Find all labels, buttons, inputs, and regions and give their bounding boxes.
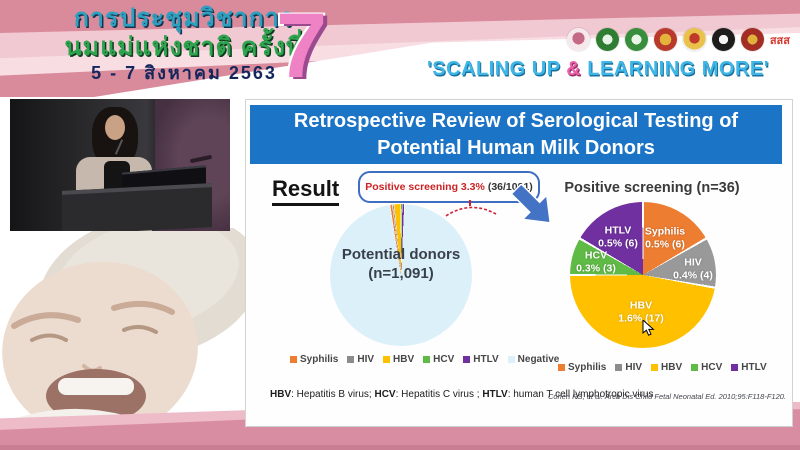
presenter-video: [10, 99, 230, 231]
edition-number: 7: [276, 0, 328, 97]
reference-citation: Cohen RS, et al. Arch Dis Child Fetal Ne…: [547, 392, 786, 401]
result-heading: Result: [272, 176, 340, 206]
legend-item-htlv: HTLV: [731, 362, 767, 373]
legend-item-negative: Negative: [507, 354, 559, 365]
university-crest-logo: [653, 28, 677, 51]
royal-emblem-logo: [740, 28, 764, 51]
slide-title: Retrospective Review of Serological Test…: [250, 105, 782, 164]
legend-item-hiv: HIV: [615, 362, 642, 373]
legend-swatch-hiv: [615, 364, 623, 371]
legend-swatch-hbv: [383, 356, 391, 363]
legend-left: Syphilis HIV HBV HCV HTLV Negative: [290, 354, 559, 365]
legend-item-hbv: HBV: [383, 354, 414, 365]
positive-screening-callout: Positive screening 3.3% (36/1091): [358, 171, 540, 203]
conference-title-line2: นมแม่แห่งชาติ ครั้งที่: [64, 33, 304, 61]
legend-swatch-hcv: [691, 364, 699, 371]
royal-college-crest-logo: [682, 28, 706, 51]
legend-swatch-hbv: [651, 364, 659, 371]
conference-title-line1: การประชุมวิชาการ: [73, 4, 295, 32]
medical-council-logo: [624, 28, 648, 51]
header-banner: การประชุมวิชาการ นมแม่แห่งชาติ ครั้งที่ …: [0, 0, 800, 97]
legend-item-htlv: HTLV: [463, 354, 499, 365]
background-baby-photo: [0, 228, 248, 438]
legend-item-syphilis: Syphilis: [558, 362, 606, 373]
abbreviation-footnote: HBV: Hepatitis B virus; HCV: Hepatitis C…: [270, 389, 654, 400]
pediatric-society-logo: [711, 28, 735, 51]
legend-swatch-htlv: [731, 364, 739, 371]
legend-item-hcv: HCV: [691, 362, 722, 373]
legend-swatch-hcv: [423, 356, 431, 363]
slogan-part2: LEARNING MORE': [581, 58, 770, 80]
slice-label-hcv: HCV 0.3% (3): [576, 249, 616, 274]
potential-donors-pie: [330, 204, 472, 346]
potential-donors-line2: (n=1,091): [368, 264, 434, 282]
slogan-part1: 'SCALING UP: [426, 58, 567, 80]
callout-highlight: Positive screening 3.3%: [365, 181, 485, 193]
sponsor-logos-row: สสส: [566, 28, 790, 51]
callout-pointer-arc: [445, 200, 497, 217]
legend-right: Syphilis HIV HBV HCV HTLV: [558, 362, 767, 373]
conference-title-block: การประชุมวิชาการ นมแม่แห่งชาติ ครั้งที่ …: [28, 5, 340, 83]
presenter-face: [105, 115, 125, 140]
positive-screening-title: Positive screening (n=36): [564, 180, 740, 196]
transition-arrow-icon: [510, 184, 552, 224]
potential-donors-line1: Potential donors: [341, 246, 461, 263]
conference-date: 5 - 7 สิงหาคม 2563: [91, 63, 277, 83]
legend-swatch-syphilis: [290, 356, 297, 363]
legend-swatch-negative: [507, 356, 515, 363]
slogan-ampersand: &: [566, 58, 582, 80]
breastfeeding-foundation-logo: [566, 28, 590, 51]
slice-label-htlv: HTLV 0.5% (6): [598, 224, 638, 249]
pink-band-edge: [0, 445, 800, 450]
presentation-slide: Retrospective Review of Serological Test…: [246, 100, 792, 426]
legend-item-hiv: HIV: [347, 354, 374, 365]
slice-label-hiv: HIV 0.4% (4): [673, 256, 713, 281]
legend-item-syphilis: Syphilis: [290, 354, 338, 365]
podium: [62, 183, 212, 231]
conference-slogan: 'SCALING UP & LEARNING MORE': [402, 58, 794, 81]
projected-baby-eye: [189, 154, 213, 164]
legend-item-hcv: HCV: [423, 354, 454, 365]
legend-item-hbv: HBV: [651, 362, 682, 373]
legend-swatch-htlv: [463, 356, 471, 363]
potential-donors-label: Potential donors (n=1,091): [310, 246, 492, 284]
slice-label-hbv: HBV 1.6% (17): [618, 299, 664, 324]
legend-swatch-syphilis: [558, 364, 565, 371]
slice-label-syphilis: Syphilis 0.5% (6): [644, 225, 686, 250]
legend-swatch-hiv: [347, 356, 355, 363]
health-department-logo: [595, 28, 619, 51]
thai-health-sss-logo: สสส: [769, 34, 790, 47]
mouse-cursor: [642, 320, 655, 336]
